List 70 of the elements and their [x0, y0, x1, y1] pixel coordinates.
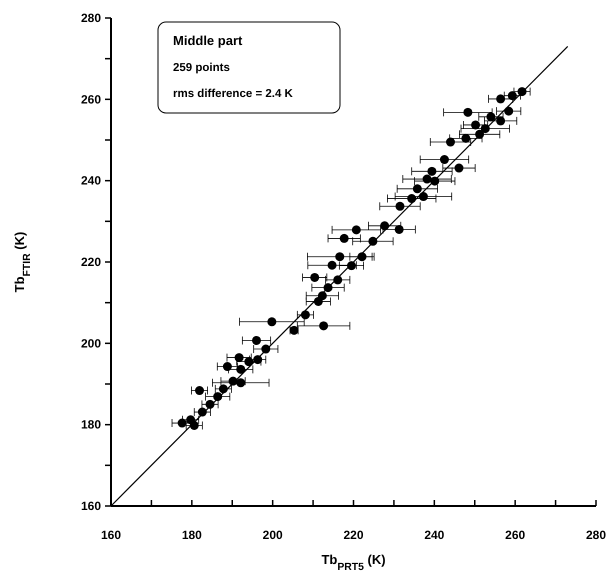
point: [394, 224, 404, 234]
x-tick-label: 280: [586, 528, 606, 542]
point: [518, 87, 527, 96]
point: [380, 221, 390, 230]
x-tick-label: 260: [505, 528, 526, 542]
y-tick-label: 220: [80, 255, 102, 269]
point: [206, 400, 215, 409]
point: [496, 94, 506, 104]
annotation: rms difference = 2.4 K: [173, 88, 294, 100]
point: [267, 317, 276, 326]
point: [496, 116, 506, 126]
point: [422, 174, 432, 184]
y-tick-label: 160: [80, 499, 102, 513]
annotation: Middle part: [173, 33, 244, 48]
point: [222, 362, 232, 372]
point: [314, 296, 323, 306]
point: [440, 155, 449, 164]
point: [178, 418, 187, 428]
point: [252, 336, 261, 345]
point: [190, 420, 199, 430]
point: [357, 252, 366, 262]
x-tick-label: 200: [262, 528, 283, 542]
point: [486, 112, 496, 122]
y-tick-label: 200: [80, 336, 102, 350]
point: [430, 176, 440, 186]
point: [253, 355, 262, 364]
point: [340, 234, 349, 243]
point: [300, 310, 310, 320]
y-tick-label: 280: [80, 11, 102, 25]
point: [310, 272, 320, 282]
point: [475, 130, 484, 139]
point: [324, 283, 333, 292]
point: [463, 108, 472, 117]
x-tick-label: 220: [343, 528, 364, 542]
point: [195, 386, 204, 396]
point: [234, 353, 244, 362]
point: [236, 378, 246, 388]
point: [504, 106, 514, 116]
y-tick-label: 240: [80, 174, 102, 188]
point: [236, 364, 246, 374]
x-tick-label: 160: [100, 528, 122, 542]
annotation: 259 points: [173, 62, 230, 74]
point: [319, 321, 328, 330]
point: [446, 138, 455, 147]
point: [461, 134, 470, 143]
point: [333, 275, 342, 284]
point: [471, 120, 480, 130]
point: [352, 225, 361, 234]
point: [228, 376, 238, 386]
point: [418, 192, 428, 202]
x-tick-label: 240: [424, 528, 445, 542]
x-axis-title: Tb$_{PRT5}$ (K): [321, 552, 386, 572]
point: [454, 164, 464, 173]
point: [480, 124, 490, 134]
point: [407, 194, 416, 204]
point: [395, 202, 404, 211]
point: [328, 260, 337, 270]
y-tick-label: 260: [80, 92, 102, 106]
point: [261, 344, 270, 354]
point: [198, 408, 207, 417]
point: [213, 392, 222, 402]
point: [218, 384, 228, 394]
point: [346, 261, 356, 270]
x-tick-label: 180: [182, 528, 202, 542]
point: [368, 236, 378, 246]
y-tick-label: 180: [80, 418, 102, 432]
point: [427, 166, 436, 176]
point: [508, 91, 517, 100]
point: [335, 252, 344, 262]
point: [412, 184, 422, 194]
